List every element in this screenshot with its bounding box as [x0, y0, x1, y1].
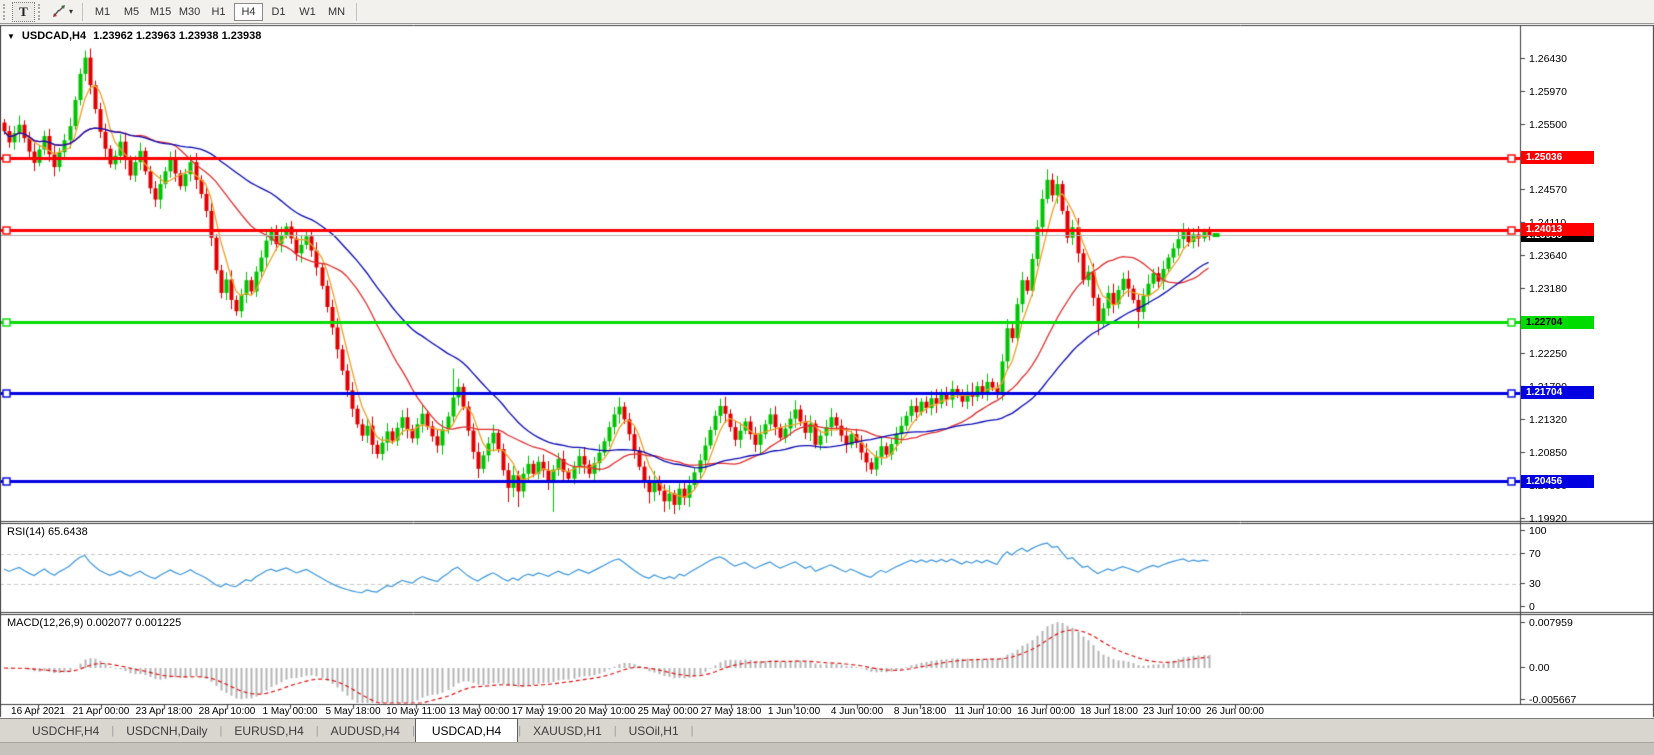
price-tick-label: 1.26430: [1529, 53, 1567, 65]
time-tick-label: 25 May 00:00: [637, 706, 699, 717]
macd-tick-label: 0.007959: [1529, 617, 1573, 630]
chart-tab-usdchf[interactable]: USDCHF,H4: [32, 723, 100, 738]
macd-tick-label: 0.00: [1529, 662, 1550, 674]
toolbar-separator: [356, 2, 358, 21]
time-tick-label: 16 Jun 00:00: [1017, 706, 1075, 717]
top-toolbar: T ▾ M1 M5 M15 M30 H1 H4 D1 W1 MN: [0, 0, 1654, 24]
timeframe-button-m30[interactable]: M30: [178, 5, 201, 18]
chart-tab-usdcnh[interactable]: USDCNH,Daily: [126, 723, 208, 738]
rsi-tick-label: 30: [1529, 578, 1541, 591]
chart-tab-audusd[interactable]: AUDUSD,H4: [330, 723, 400, 738]
timeframe-button-mn[interactable]: MN: [327, 5, 346, 18]
cursor-arrows-icon: [51, 5, 66, 18]
time-tick-label: 8 Jun 18:00: [893, 706, 947, 717]
chart-tab-usoil[interactable]: USOil,H1: [628, 723, 679, 738]
chart-ohlc-values: 1.23962 1.23963 1.23938 1.23938: [93, 30, 262, 42]
timeframe-button-m15[interactable]: M15: [149, 5, 172, 18]
time-tick-label: 1 May 00:00: [262, 706, 318, 717]
timeframe-button-m5[interactable]: M5: [123, 5, 140, 18]
price-tick-label: 1.22250: [1529, 348, 1567, 361]
rsi-tick-label: 0: [1529, 601, 1535, 613]
toolbar-grip[interactable]: [3, 3, 8, 20]
toolbar-separator: [82, 2, 84, 21]
arrows-tool-button[interactable]: ▾: [47, 3, 77, 21]
status-strip: [0, 742, 1654, 755]
chart-tab-xauusd[interactable]: XAUUSD,H1: [533, 723, 602, 738]
chart-legend: ▼ USDCAD,H4 1.23962 1.23963 1.23938 1.23…: [7, 30, 261, 42]
time-tick-label: 1 Jun 10:00: [767, 706, 821, 717]
legend-collapse-icon[interactable]: ▼: [7, 31, 15, 41]
timeframe-button-w1[interactable]: W1: [299, 5, 316, 18]
chart-symbol-title: USDCAD,H4: [21, 30, 87, 42]
tab-separator: |: [518, 724, 522, 737]
time-tick-label: 20 May 10:00: [574, 706, 636, 717]
price-tick-label: 1.24570: [1529, 184, 1567, 197]
time-tick-label: 17 May 19:00: [511, 706, 573, 717]
price-tick-label: 1.25500: [1529, 118, 1567, 131]
time-tick-label: 4 Jun 00:00: [830, 706, 884, 717]
macd-indicator-label: MACD(12,26,9) 0.002077 0.001225: [7, 617, 182, 629]
time-tick-label: 18 Jun 18:00: [1080, 706, 1138, 717]
macd-tick-label: -0.005667: [1529, 694, 1577, 707]
tab-separator: |: [111, 724, 115, 737]
tab-separator: |: [690, 724, 694, 737]
timeframe-button-group: M1 M5 M15 M30 H1 H4 D1 W1 MN: [88, 2, 351, 21]
time-tick-label: 26 Jun 00:00: [1206, 706, 1264, 717]
price-tick-label: 1.25970: [1529, 85, 1567, 98]
time-tick-label: 23 Jun 10:00: [1143, 706, 1201, 717]
chevron-down-icon[interactable]: ▾: [69, 7, 74, 16]
timeframe-button-m1[interactable]: M1: [94, 5, 111, 18]
toolbar-grip[interactable]: [38, 3, 43, 20]
hline-price-tag[interactable]: 1.25036: [1521, 151, 1594, 164]
tab-separator: |: [315, 724, 319, 737]
time-tick-label: 13 May 00:00: [448, 706, 510, 717]
time-tick-label: 27 May 18:00: [700, 706, 762, 717]
rsi-tick-label: 70: [1529, 547, 1541, 560]
chart-tab-bar: USDCHF,H4 | USDCNH,Daily | EURUSD,H4 | AUDUSD,…: [0, 718, 1654, 742]
timeframe-button-h4[interactable]: H4: [234, 2, 264, 21]
time-tick-label: 10 May 11:00: [386, 706, 446, 717]
rsi-tick-label: 100: [1529, 525, 1547, 537]
rsi-indicator-label: RSI(14) 65.6438: [7, 526, 88, 538]
price-tick-label: 1.21320: [1529, 414, 1567, 427]
price-tick-label: 1.19920: [1529, 512, 1567, 525]
hline-price-tag[interactable]: 1.20456: [1521, 474, 1594, 488]
price-tick-label: 1.23640: [1529, 250, 1567, 263]
hline-price-tag[interactable]: 1.24013: [1521, 223, 1594, 237]
time-tick-label: 28 Apr 10:00: [198, 706, 256, 717]
hline-price-tag[interactable]: 1.22704: [1521, 315, 1594, 329]
time-tick-label: 23 Apr 18:00: [135, 706, 193, 717]
timeframe-button-d1[interactable]: D1: [271, 5, 286, 18]
time-tick-label: 11 Jun 10:00: [954, 706, 1012, 717]
time-tick-label: 16 Apr 2021: [11, 706, 65, 717]
time-tick-label: 5 May 18:00: [325, 706, 381, 717]
time-tick-label: 21 Apr 00:00: [72, 706, 130, 717]
price-tick-label: 1.23180: [1529, 282, 1567, 295]
tab-separator: |: [411, 724, 415, 737]
timeframe-button-h1[interactable]: H1: [211, 5, 226, 18]
chart-tab-usdcad[interactable]: USDCAD,H4: [414, 718, 519, 742]
price-tick-label: 1.20850: [1529, 447, 1567, 460]
chart-tab-eurusd[interactable]: EURUSD,H4: [234, 723, 304, 738]
tab-separator: |: [219, 724, 223, 737]
tab-separator: |: [613, 724, 617, 737]
text-tool-button[interactable]: T: [12, 1, 35, 22]
hline-price-tag[interactable]: 1.21704: [1521, 386, 1594, 400]
